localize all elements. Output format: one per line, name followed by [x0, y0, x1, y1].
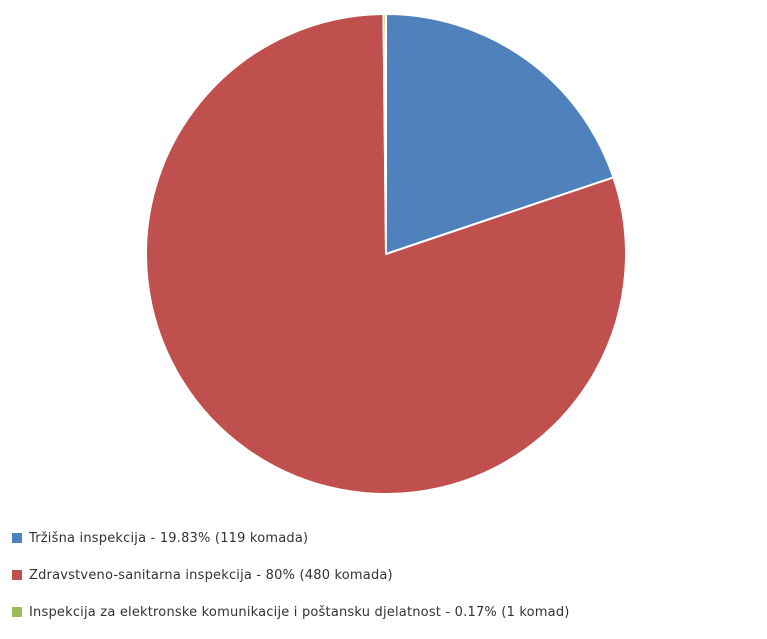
pie-slice-elektronske-komunikacije — [382, 13, 387, 255]
legend-swatch-trzisna — [12, 533, 22, 543]
legend-item-elektronske-komunikacije: Inspekcija za elektronske komunikacije i… — [12, 602, 570, 622]
legend-item-zdravstveno-sanitarna: Zdravstveno-sanitarna inspekcija - 80% (… — [12, 565, 570, 585]
legend-label-elektronske-komunikacije: Inspekcija za elektronske komunikacije i… — [29, 604, 570, 620]
legend-swatch-elektronske-komunikacije — [12, 607, 22, 617]
pie-slice-trzisna — [385, 13, 615, 255]
legend: Tržišna inspekcija - 19.83% (119 komada)… — [12, 528, 570, 639]
legend-item-trzisna: Tržišna inspekcija - 19.83% (119 komada) — [12, 528, 570, 548]
pie-chart — [145, 13, 627, 495]
pie-slice-zdravstveno-sanitarna — [145, 13, 627, 495]
legend-swatch-zdravstveno-sanitarna — [12, 570, 22, 580]
legend-label-zdravstveno-sanitarna: Zdravstveno-sanitarna inspekcija - 80% (… — [29, 567, 393, 583]
legend-label-trzisna: Tržišna inspekcija - 19.83% (119 komada) — [29, 530, 309, 546]
